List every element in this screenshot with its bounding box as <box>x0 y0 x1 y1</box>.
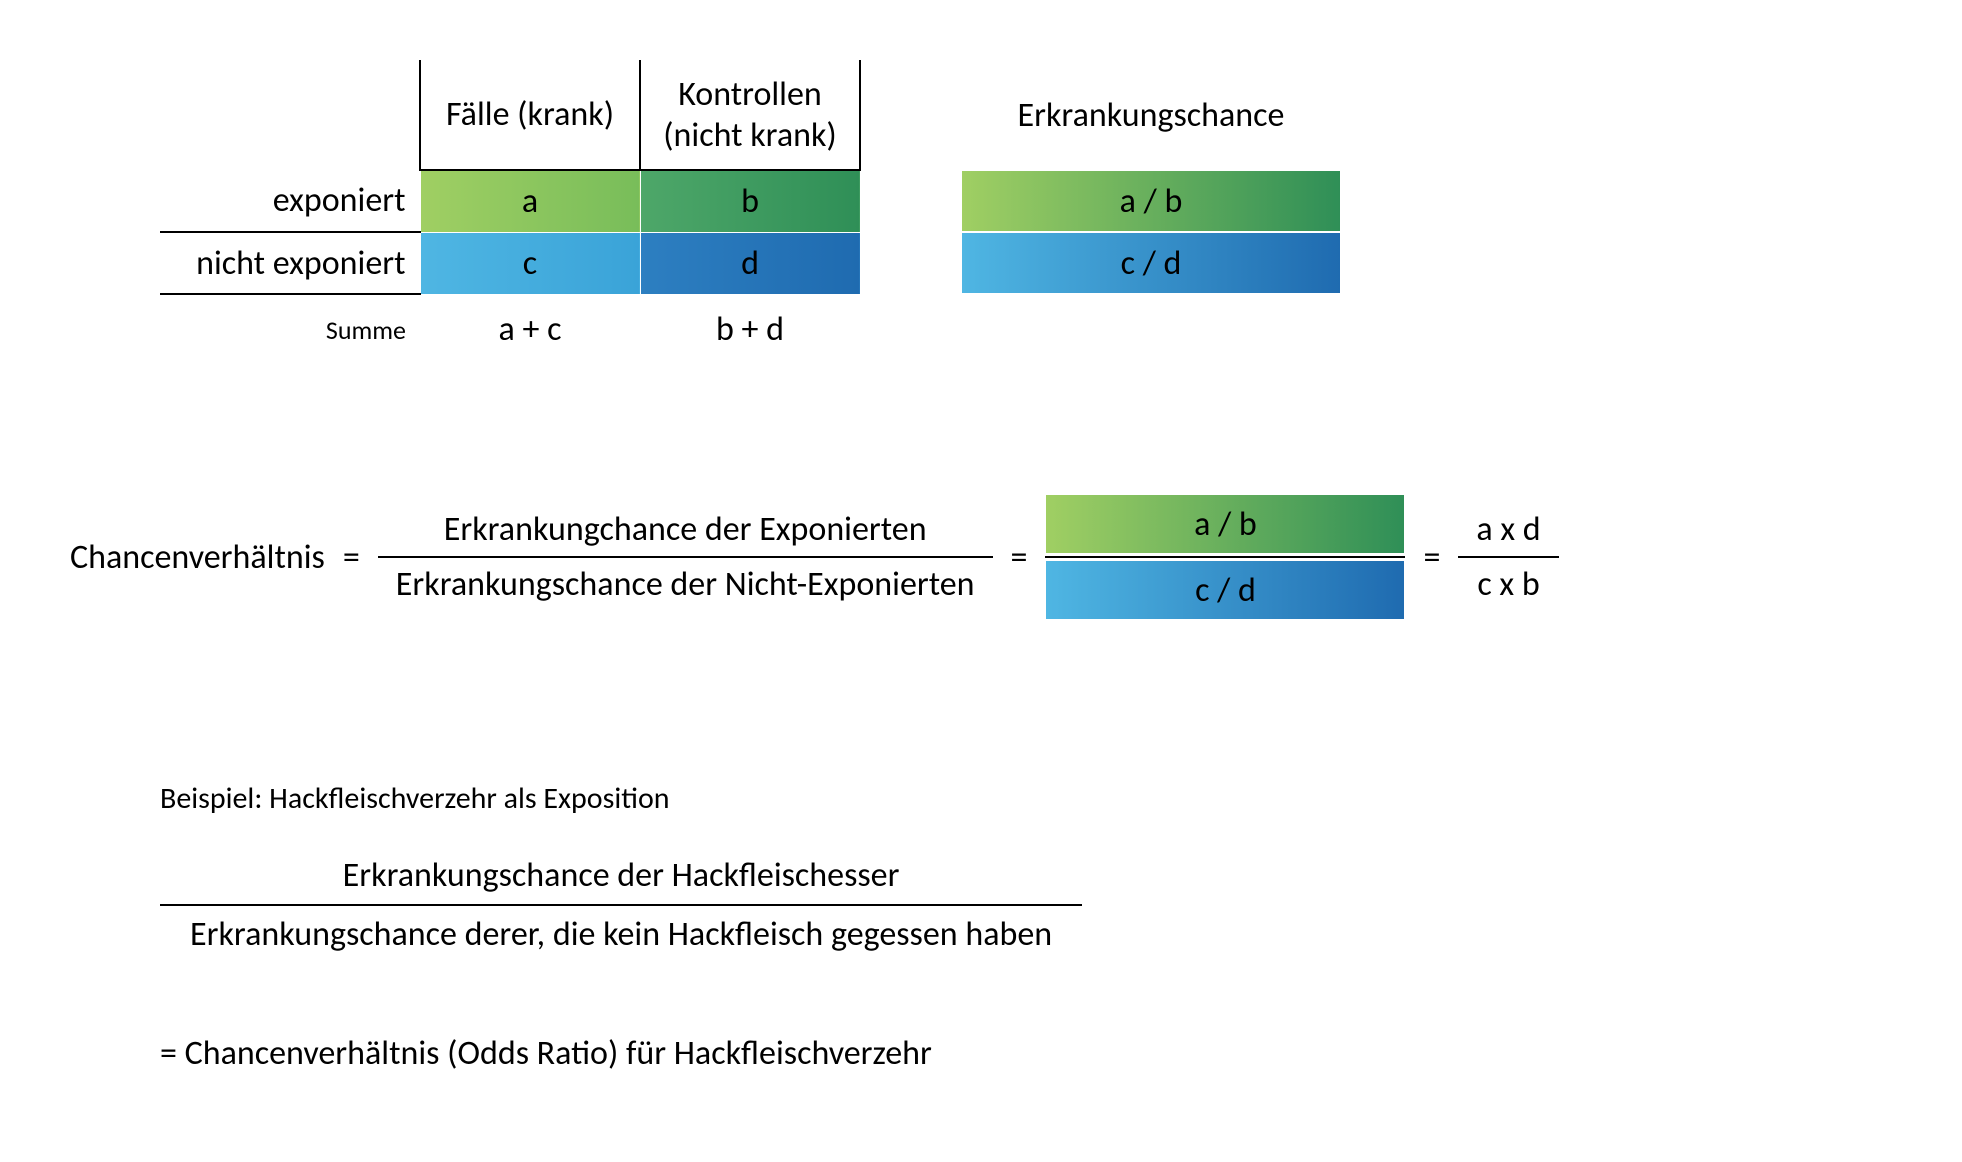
example-num: Erkrankungschance der Hackfleischesser <box>313 847 930 904</box>
fraction-color-num: a / b <box>1045 494 1405 554</box>
example-den: Erkrankungschance derer, die kein Hackfl… <box>160 906 1082 963</box>
example-block: Beispiel: Hackfleischverzehr als Exposit… <box>160 780 1922 1074</box>
fraction-final-num: a x d <box>1458 503 1558 556</box>
chance-header: Erkrankungschance <box>961 60 1341 170</box>
sum-col2: b + d <box>640 294 860 364</box>
sum-label: Summe <box>160 294 420 364</box>
formula-lhs: Chancenverhältnis <box>70 537 325 578</box>
example-caption: Beispiel: Hackfleischverzehr als Exposit… <box>160 780 1922 817</box>
cell-c: c <box>420 232 640 294</box>
equals-3: = <box>1405 537 1458 578</box>
fraction-color: a / b c / d <box>1045 494 1405 620</box>
row-label-notexposed: nicht exponiert <box>160 232 420 294</box>
equals-2: = <box>993 537 1046 578</box>
fraction-text: Erkrankungchance der Exponierten Erkrank… <box>378 503 993 611</box>
col-header-controls: Kontrollen (nicht krank) <box>640 60 860 170</box>
col-header-cases: Fälle (krank) <box>420 60 640 170</box>
fraction-color-den: c / d <box>1045 560 1405 620</box>
contingency-block: Fälle (krank) Kontrollen (nicht krank) e… <box>160 60 1922 364</box>
cell-b: b <box>640 170 860 232</box>
chance-notexposed: c / d <box>961 232 1341 294</box>
col-header-controls-line1: Kontrollen <box>641 74 859 115</box>
contingency-table: Fälle (krank) Kontrollen (nicht krank) e… <box>160 60 861 364</box>
fraction-final-den: c x b <box>1459 558 1557 611</box>
example-fraction: Erkrankungschance der Hackfleischesser E… <box>160 847 1082 963</box>
sum-col1: a + c <box>420 294 640 364</box>
fraction-final: a x d c x b <box>1458 503 1558 611</box>
example-result: = Chancenverhältnis (Odds Ratio) für Hac… <box>160 1033 1922 1074</box>
cell-a: a <box>420 170 640 232</box>
fraction-text-den: Erkrankungschance der Nicht-Exponierten <box>378 558 993 611</box>
odds-ratio-formula: Chancenverhältnis = Erkrankungchance der… <box>70 494 1922 620</box>
fraction-text-num: Erkrankungchance der Exponierten <box>426 503 945 556</box>
chance-column: Erkrankungschance a / b c / d <box>961 60 1341 294</box>
col-header-controls-line2: (nicht krank) <box>641 115 859 156</box>
equals-1: = <box>325 537 378 578</box>
cell-d: d <box>640 232 860 294</box>
chance-exposed: a / b <box>961 170 1341 232</box>
row-label-exposed: exponiert <box>160 170 420 232</box>
